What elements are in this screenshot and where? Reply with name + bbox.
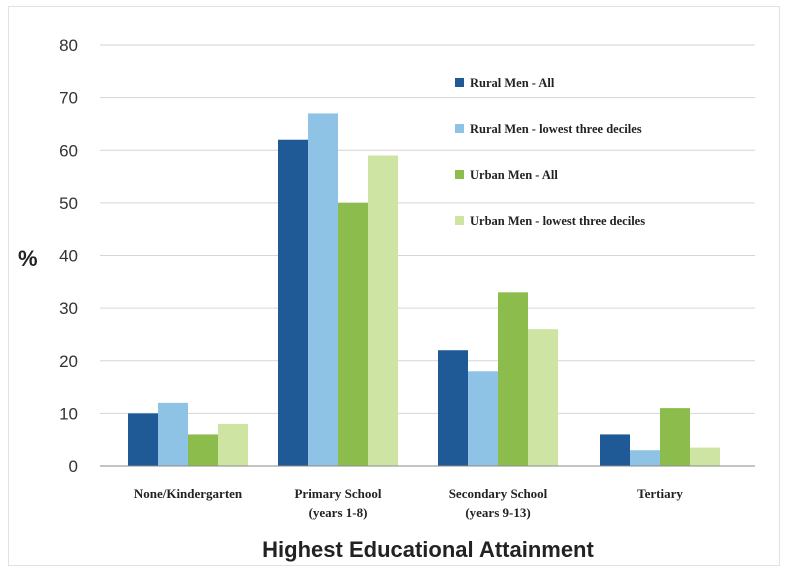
legend-label: Urban Men - All [470, 168, 558, 182]
x-category-label: Secondary School [449, 486, 548, 501]
legend-swatch [455, 78, 464, 87]
x-category-label: (years 1-8) [309, 505, 368, 520]
grid-lines [100, 44, 755, 414]
x-category-label: (years 9-13) [465, 505, 530, 520]
legend-swatch [455, 170, 464, 179]
bar [498, 292, 528, 466]
bars [128, 113, 720, 466]
y-tick-label: 0 [69, 457, 78, 476]
legend-label: Rural Men - lowest three deciles [470, 122, 642, 136]
legend-label: Urban Men - lowest three deciles [470, 214, 645, 228]
y-axis-label: % [18, 246, 38, 271]
legend-swatch [455, 216, 464, 225]
bar [368, 155, 398, 466]
y-tick-label: 70 [59, 89, 78, 108]
y-tick-label: 10 [59, 404, 78, 423]
y-tick-label: 20 [59, 352, 78, 371]
y-tick-label: 50 [59, 194, 78, 213]
bar [630, 450, 660, 466]
bar [468, 371, 498, 466]
bar [600, 434, 630, 466]
y-axis-ticks: 0 10 20 30 40 50 60 70 80 [59, 36, 78, 476]
y-tick-label: 30 [59, 299, 78, 318]
bar [188, 434, 218, 466]
bar [158, 402, 188, 466]
legend-label: Rural Men - All [470, 76, 555, 90]
legend-swatch [455, 124, 464, 133]
bar [278, 139, 308, 466]
bar [660, 408, 690, 466]
y-tick-label: 60 [59, 141, 78, 160]
bar [218, 423, 248, 466]
x-category-label: Tertiary [637, 486, 683, 501]
category-labels: None/Kindergarten Primary School (years 1-… [134, 486, 684, 520]
y-tick-label: 80 [59, 36, 78, 55]
y-tick-label: 40 [59, 247, 78, 266]
x-category-label: Primary School [294, 486, 381, 501]
bar [338, 202, 368, 466]
x-category-label: None/Kindergarten [134, 486, 243, 501]
bar [128, 413, 158, 466]
bar [308, 113, 338, 466]
x-axis-label: Highest Educational Attainment [262, 537, 594, 562]
legend: Rural Men - All Rural Men - lowest three … [455, 76, 645, 228]
bar [528, 329, 558, 466]
bar [690, 447, 720, 466]
bar [438, 350, 468, 466]
